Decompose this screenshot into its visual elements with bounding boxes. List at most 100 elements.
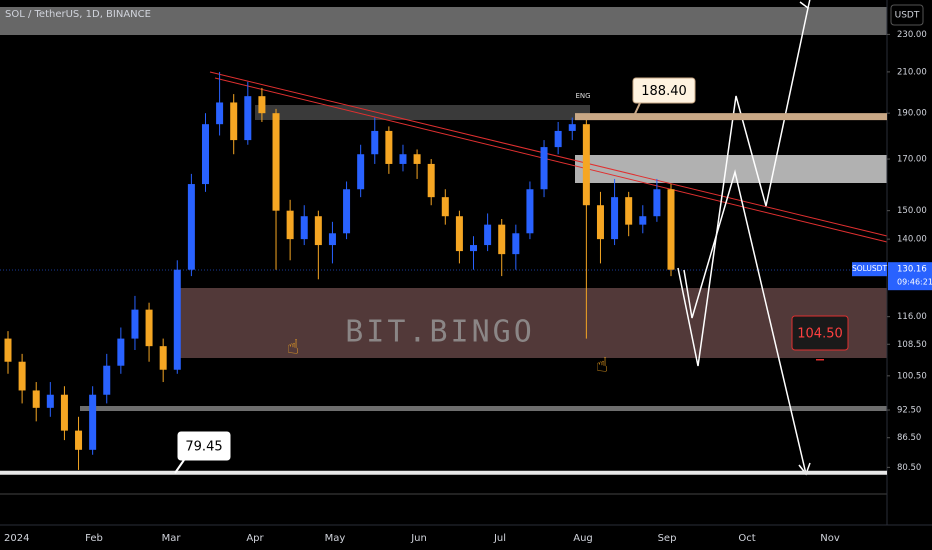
candle-body <box>413 154 421 164</box>
x-tick-label: Feb <box>85 533 103 544</box>
candle-body <box>272 113 280 211</box>
candle-body <box>286 210 294 240</box>
candle-body <box>343 189 351 234</box>
candle-body <box>216 102 224 125</box>
symbol-label: SOLUSDT <box>852 264 887 273</box>
y-tick-label: 116.00 <box>897 312 927 322</box>
candle-body <box>441 197 449 217</box>
currency: USDT <box>895 11 920 21</box>
resistance-zone <box>0 7 887 35</box>
supply-zone <box>575 155 887 183</box>
callout-pointer <box>632 102 641 119</box>
candle-body <box>314 216 322 246</box>
candle-body <box>427 163 435 198</box>
x-tick-label: Sep <box>658 533 677 544</box>
callout-pointer <box>174 459 185 474</box>
y-tick-label: 80.50 <box>897 463 921 473</box>
level-label: 188.40 <box>641 84 687 99</box>
projection-path <box>683 169 807 475</box>
candle-body <box>371 130 379 155</box>
candle-body <box>357 154 365 190</box>
x-tick-label: Jun <box>410 533 427 544</box>
candle-body <box>103 365 111 395</box>
arrow-head <box>799 0 811 10</box>
candle-body <box>328 233 336 246</box>
candle-body <box>470 245 478 252</box>
candles <box>4 71 675 470</box>
y-tick-label: 86.50 <box>897 433 921 443</box>
candle-body <box>258 96 266 114</box>
y-tick-label: 140.00 <box>897 235 927 245</box>
x-tick-label: Jul <box>493 533 506 544</box>
candle-body <box>639 216 647 225</box>
y-tick-label: 150.00 <box>897 206 927 216</box>
candle-body <box>4 338 12 362</box>
support-zone <box>178 288 887 358</box>
candle-body <box>244 96 252 141</box>
callout-box <box>632 77 696 104</box>
candle-body <box>455 216 463 252</box>
price-tag <box>888 262 932 291</box>
x-tick-label: Aug <box>573 533 593 544</box>
candle-body <box>484 224 492 246</box>
candle-body <box>173 269 181 370</box>
candle-body <box>117 338 125 366</box>
candle-body <box>568 124 576 131</box>
y-tick-label: 230.00 <box>897 30 927 40</box>
candle-body <box>596 205 604 240</box>
trend-line <box>214 77 888 243</box>
candle-body <box>611 197 619 240</box>
y-tick-label: 108.50 <box>897 340 927 350</box>
hand-icon: ☝ <box>596 353 608 377</box>
candle-body <box>187 184 195 270</box>
x-tick-label: Oct <box>738 533 755 544</box>
projection-path <box>677 7 809 367</box>
candle-body <box>230 102 238 141</box>
candle-body <box>625 197 633 225</box>
callout-box <box>177 431 231 461</box>
x-tick-label: Nov <box>820 533 840 544</box>
x-tick-label: Mar <box>162 533 182 544</box>
hand-icon: ☝ <box>287 335 299 359</box>
candle-body <box>300 216 308 240</box>
candle-body <box>46 394 54 408</box>
candle-body <box>131 309 139 339</box>
candle-body <box>399 154 407 164</box>
x-tick-label: Apr <box>246 533 264 544</box>
candle-body <box>32 390 40 408</box>
candle-body <box>512 233 520 255</box>
currency-box <box>890 4 924 26</box>
candle-body <box>201 124 209 185</box>
y-tick-label: 210.00 <box>897 67 927 77</box>
candle-body <box>145 309 153 347</box>
range-zone <box>255 105 590 120</box>
symbol-tag <box>852 262 887 277</box>
candle-body <box>159 346 167 370</box>
y-tick-label: 92.50 <box>897 406 921 416</box>
candle-body <box>667 189 675 270</box>
trend-line <box>209 71 888 237</box>
chart-title: SOL / TetherUS, 1D, BINANCE <box>5 9 151 20</box>
x-tick-label: May <box>325 533 346 544</box>
callout-box <box>791 315 849 351</box>
candle-body <box>653 189 661 217</box>
note: ENG <box>575 92 590 100</box>
x-axis: 2024 Feb Mar Apr May Jun Jul Aug Sep Oct… <box>4 533 840 544</box>
candle-body <box>75 430 83 450</box>
y-tick-label: 100.50 <box>897 371 927 381</box>
candle-body <box>554 130 562 148</box>
candle-body <box>582 124 590 206</box>
y-tick-label: 190.00 <box>897 109 927 119</box>
y-tick-label: 170.00 <box>897 155 927 165</box>
candle-body <box>18 361 26 391</box>
candle-body <box>89 394 97 450</box>
candle-body <box>526 189 534 234</box>
last-price: 130.16 <box>897 265 927 275</box>
level-line <box>80 406 887 411</box>
candle-body <box>540 147 548 190</box>
watermark: BIT.BINGO <box>345 315 535 350</box>
candle-body <box>385 130 393 164</box>
candle-body <box>498 224 506 255</box>
